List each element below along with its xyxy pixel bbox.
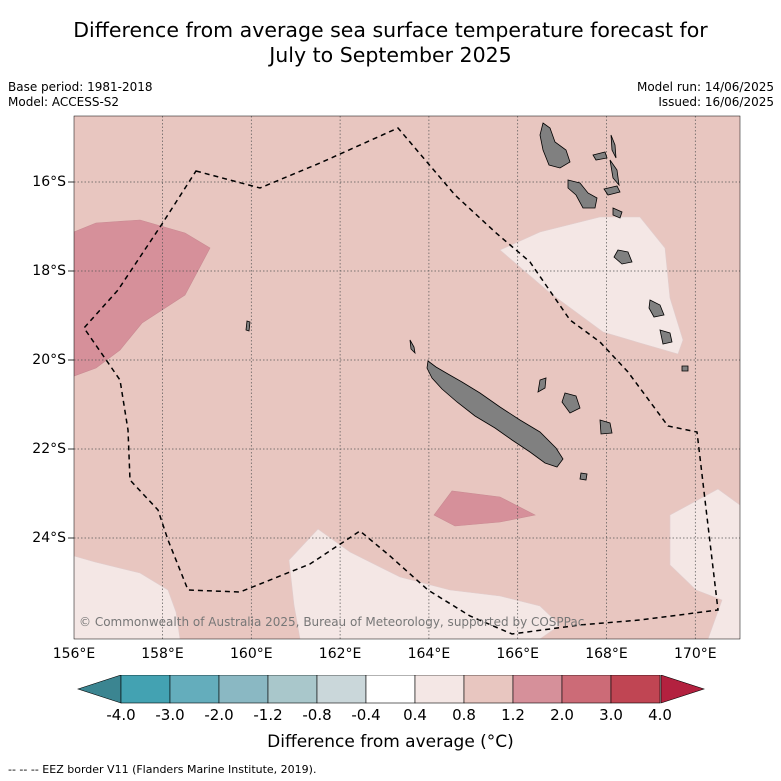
metadata-right: Model run: 14/06/2025 Issued: 16/06/2025 bbox=[637, 80, 774, 110]
colorbar-bin bbox=[512, 675, 563, 704]
model-run: Model run: 14/06/2025 bbox=[636, 80, 774, 94]
land-vanuatu bbox=[539, 122, 689, 372]
anomaly-region-west-warm bbox=[74, 219, 211, 377]
colorbar-tick: -4.0 bbox=[106, 706, 136, 724]
colorbar-label: Difference from average (°C) bbox=[267, 732, 514, 752]
colorbar-tick: -1.2 bbox=[253, 706, 283, 724]
lon-label-164e: 164°E bbox=[407, 646, 451, 662]
colorbar-bin bbox=[561, 675, 612, 704]
title-line-1: Difference from average sea surface temp… bbox=[73, 18, 708, 42]
colorbar-bin bbox=[169, 675, 220, 704]
colorbar-bin bbox=[463, 675, 514, 704]
lon-label-166e: 166°E bbox=[496, 646, 539, 662]
colorbar-tick: 3.0 bbox=[599, 706, 623, 724]
colorbar-tick: 0.4 bbox=[403, 706, 427, 724]
colorbar-under-arrow bbox=[77, 675, 122, 704]
model-name: Model: ACCESS-S2 bbox=[8, 95, 120, 109]
base-period: Base period: 1981-2018 bbox=[8, 80, 153, 94]
lat-label-22s: 22°S bbox=[32, 441, 66, 457]
lon-label-170e: 170°E bbox=[674, 646, 717, 662]
lon-label-168e: 168°E bbox=[585, 646, 628, 662]
title-line-2: July to September 2025 bbox=[269, 43, 512, 67]
anomaly-region-southeast-mild bbox=[669, 488, 740, 639]
colorbar-tick: -3.0 bbox=[155, 706, 185, 724]
colorbar-tick: -0.8 bbox=[302, 706, 332, 724]
anomaly-region-base bbox=[74, 116, 740, 639]
colorbar-bin bbox=[218, 675, 269, 704]
colorbar-bin bbox=[414, 675, 465, 704]
lat-label-18s: 18°S bbox=[32, 263, 66, 279]
colorbar-tick: 2.0 bbox=[550, 706, 574, 724]
colorbar-bin bbox=[365, 675, 416, 704]
issued-date: Issued: 16/06/2025 bbox=[658, 95, 774, 109]
colorbar bbox=[77, 675, 705, 704]
colorbar-tick: 1.2 bbox=[501, 706, 525, 724]
lat-label-20s: 20°S bbox=[32, 352, 66, 368]
land-new-caledonia bbox=[409, 339, 613, 481]
colorbar-bin bbox=[267, 675, 318, 704]
colorbar-tick: -0.4 bbox=[351, 706, 381, 724]
axis-ticks bbox=[68, 181, 74, 539]
colorbar-bin bbox=[120, 675, 171, 704]
metadata-left: Base period: 1981-2018 Model: ACCESS-S2 bbox=[8, 80, 153, 110]
lon-label-156e: 156°E bbox=[52, 646, 96, 662]
anomaly-region-south-warm bbox=[433, 490, 536, 527]
lon-label-158e: 158°E bbox=[141, 646, 184, 662]
graticule bbox=[74, 116, 740, 639]
colorbar-bin bbox=[316, 675, 367, 704]
colorbar-bin bbox=[610, 675, 661, 704]
lon-label-160e: 160°E bbox=[230, 646, 273, 662]
anomaly-region-south-central-mild bbox=[288, 528, 561, 639]
anomaly-region-southwest-mild bbox=[74, 555, 181, 639]
eez-legend: -- -- -- EEZ border V11 (Flanders Marine… bbox=[8, 763, 317, 776]
anomaly-region-northeast-mild bbox=[499, 216, 684, 355]
colorbar-over-arrow bbox=[660, 675, 705, 704]
colorbar-tick: 0.8 bbox=[452, 706, 476, 724]
colorbar-tick: -2.0 bbox=[204, 706, 234, 724]
land-small-islands bbox=[245, 320, 251, 332]
map-frame bbox=[73, 115, 741, 640]
colorbar-tick: 4.0 bbox=[648, 706, 672, 724]
lat-label-24s: 24°S bbox=[32, 530, 66, 546]
eez-border bbox=[83, 127, 719, 635]
map-title: Difference from average sea surface temp… bbox=[0, 18, 781, 68]
lat-label-16s: 16°S bbox=[32, 174, 66, 190]
copyright-notice: © Commonwealth of Australia 2025, Bureau… bbox=[79, 615, 585, 629]
lon-label-162e: 162°E bbox=[318, 646, 362, 662]
